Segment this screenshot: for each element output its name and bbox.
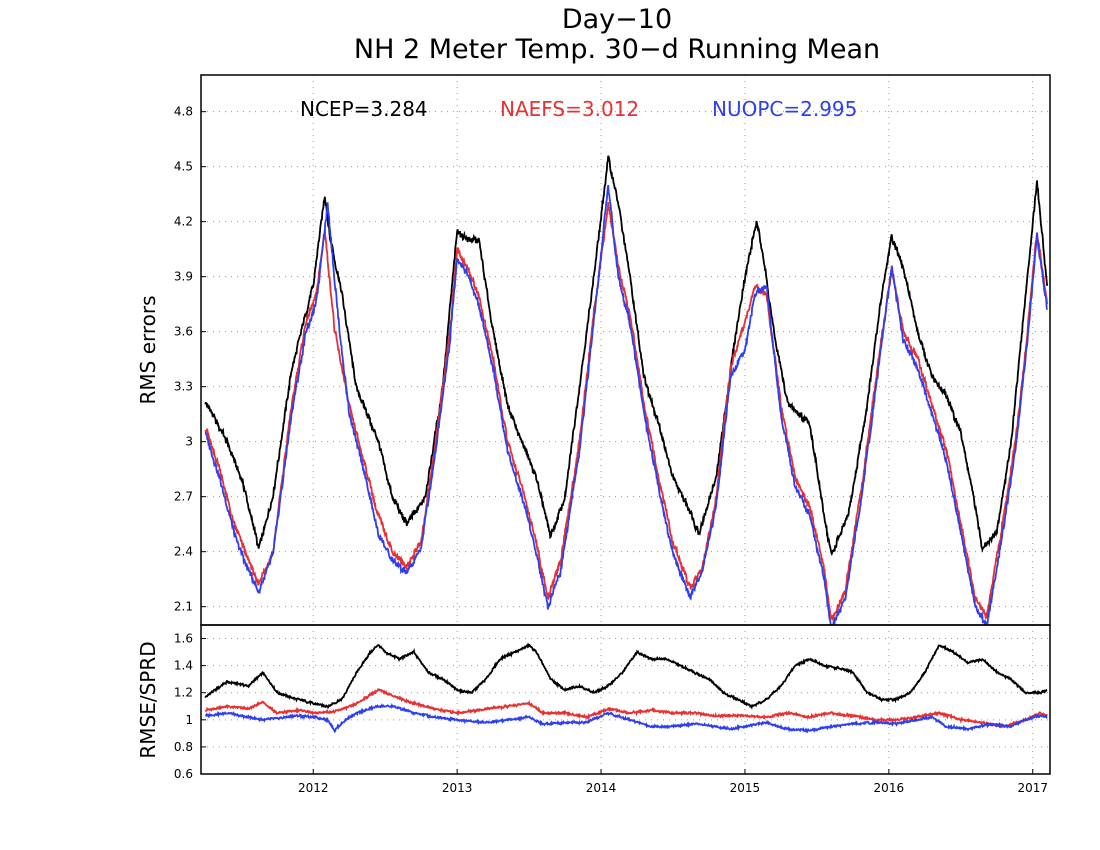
top-y-axis-label: RMS errors <box>136 295 160 404</box>
top-y-tick-label: 4.5 <box>174 160 193 174</box>
top-panel-series <box>204 155 1048 625</box>
bottom-series-naefs <box>204 688 1048 729</box>
top-series-nuopc <box>204 184 1048 625</box>
bottom-y-tick-label: 1.2 <box>174 686 193 700</box>
bottom-y-ticks: 0.6 0.8 1 1.2 1.4 1.6 <box>174 632 206 781</box>
legend-entry-nuopc: NUOPC=2.995 <box>712 97 857 121</box>
top-y-tick-label: 3.9 <box>174 270 193 284</box>
top-y-tick-label: 3.3 <box>174 380 193 394</box>
bottom-y-tick-label: 1.6 <box>174 632 193 646</box>
bottom-y-tick-label: 0.6 <box>174 767 193 781</box>
top-y-ticks: 2.1 2.4 2.7 3 3.3 3.6 3.9 4.2 4.5 4.8 <box>174 105 206 614</box>
bottom-panel-frame <box>200 624 1051 775</box>
top-y-tick-label: 2.4 <box>174 545 193 559</box>
bottom-y-tick-label: 0.8 <box>174 740 193 754</box>
legend-entry-ncep: NCEP=3.284 <box>300 97 428 121</box>
x-tick-label: 2014 <box>586 781 617 795</box>
bottom-panel-series <box>204 642 1048 734</box>
chart-subtitle: NH 2 Meter Temp. 30−d Running Mean <box>354 34 880 65</box>
x-tick-label: 2015 <box>730 781 761 795</box>
top-series-naefs <box>204 202 1048 621</box>
bottom-y-axis-label: RMSE/SPRD <box>136 641 160 758</box>
top-series-ncep <box>204 155 1048 557</box>
bottom-panel-grid <box>201 625 1050 775</box>
bottom-series-nuopc <box>204 702 1048 734</box>
bottom-series-ncep <box>204 642 1048 710</box>
x-tick-label: 2016 <box>874 781 905 795</box>
x-tick-label: 2017 <box>1017 781 1048 795</box>
x-ticks: 2012 2013 2014 2015 2016 2017 <box>298 769 1048 795</box>
top-y-tick-label: 4.8 <box>174 105 193 119</box>
bottom-y-tick-label: 1 <box>185 713 193 727</box>
chart-title: Day−10 <box>562 4 672 35</box>
top-y-tick-label: 3.6 <box>174 325 193 339</box>
x-tick-label: 2013 <box>442 781 473 795</box>
top-y-tick-label: 3 <box>185 435 193 449</box>
legend-entry-naefs: NAEFS=3.012 <box>500 97 639 121</box>
bottom-y-tick-label: 1.4 <box>174 659 193 673</box>
top-y-tick-label: 2.7 <box>174 490 193 504</box>
top-y-tick-label: 2.1 <box>174 600 193 614</box>
top-y-tick-label: 4.2 <box>174 215 193 229</box>
legend: NCEP=3.284 NAEFS=3.012 NUOPC=2.995 <box>300 97 857 121</box>
x-tick-label: 2012 <box>298 781 329 795</box>
